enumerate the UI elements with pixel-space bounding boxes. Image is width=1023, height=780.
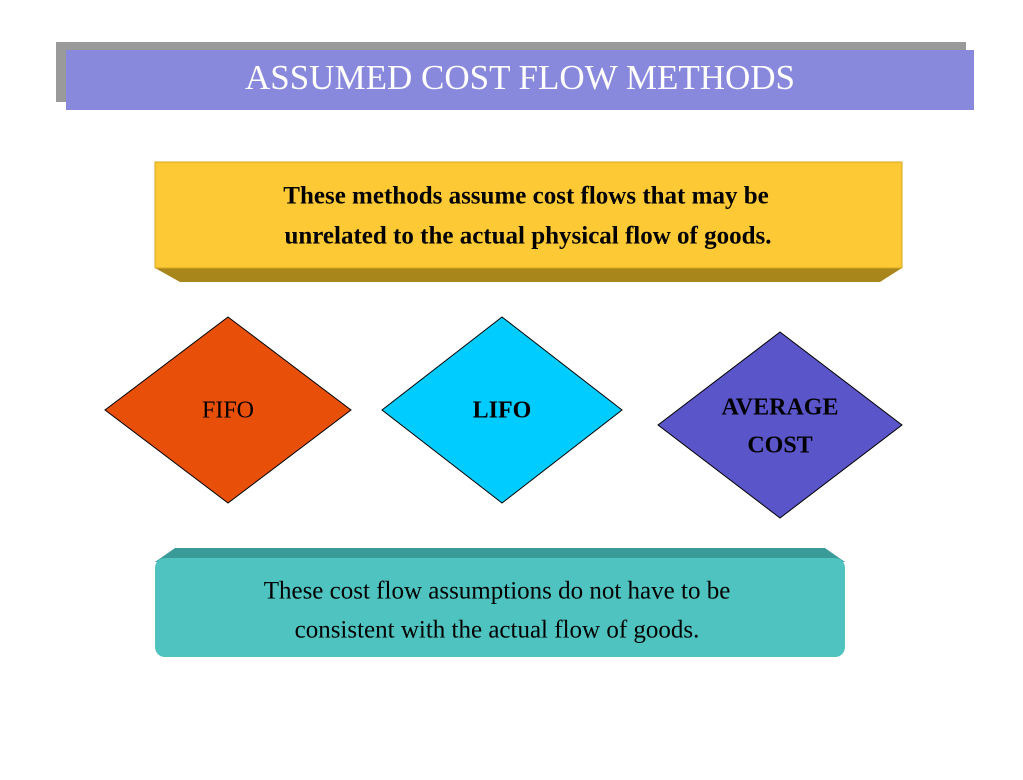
diamond — [104, 316, 352, 504]
title-banner — [66, 50, 974, 110]
title: ASSUMED COST FLOW METHODS — [245, 58, 795, 97]
method-label: LIFO — [473, 398, 532, 424]
method-label: COST — [747, 433, 812, 459]
bottom-box-line: These cost flow assumptions do not have … — [264, 578, 731, 605]
bottom-box-line: consistent with the actual flow of goods… — [295, 617, 700, 644]
top-box — [154, 161, 903, 269]
method-label: AVERAGE — [722, 395, 839, 421]
method-label: FIFO — [202, 398, 254, 424]
bottom-box — [155, 558, 845, 657]
top-box-line: unrelated to the actual physical flow of… — [284, 223, 771, 250]
top-box-line: These methods assume cost flows that may… — [283, 183, 768, 210]
box-bevel — [155, 268, 902, 282]
diamond — [657, 331, 903, 519]
diamond — [381, 316, 623, 504]
